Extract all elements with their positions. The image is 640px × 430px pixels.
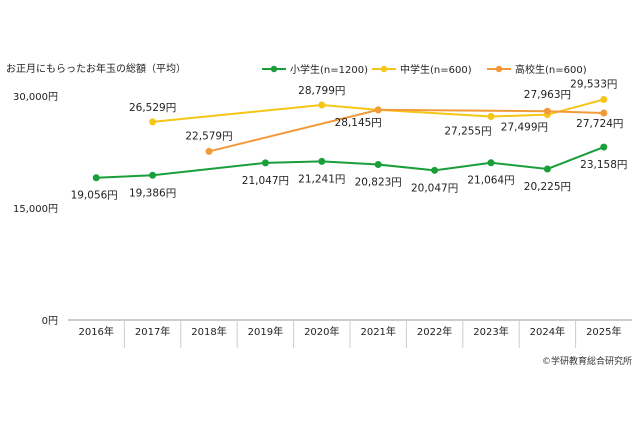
legend-swatch-marker: [495, 65, 503, 73]
data-point: [431, 166, 439, 174]
x-tick-label: 2018年: [191, 325, 226, 338]
data-labels: 19,056円 19,386円 21,047円 21,241円 20,823円 20,04…: [71, 78, 628, 201]
legend-swatch-marker: [270, 65, 278, 73]
data-label: 19,386円: [129, 187, 176, 199]
data-label: 26,529円: [129, 102, 176, 114]
y-tick-label: 0円: [42, 316, 58, 327]
y-tick-label: 30,000円: [13, 92, 58, 103]
series-layer: [92, 95, 608, 182]
data-point: [318, 157, 326, 165]
y-tick-label: 15,000円: [13, 204, 58, 215]
credit-text: ©学研教育総合研究所: [542, 355, 632, 367]
data-point: [261, 159, 269, 167]
x-tick-label: 2022年: [417, 325, 452, 338]
data-label: 19,056円: [71, 190, 118, 202]
data-label: 28,799円: [298, 85, 345, 97]
legend-swatch-marker: [380, 65, 388, 73]
data-label: 20,047円: [411, 182, 458, 194]
data-point: [149, 118, 157, 126]
data-point: [543, 107, 551, 115]
data-point: [600, 143, 608, 151]
data-label: 27,255円: [444, 125, 491, 137]
data-label: 20,823円: [355, 177, 402, 189]
data-label: 22,579円: [185, 130, 232, 142]
x-tick-label: 2021年: [360, 325, 395, 338]
data-point: [600, 95, 608, 103]
data-point: [600, 109, 608, 117]
chart-title: お正月にもらったお年玉の総額（平均）: [6, 62, 186, 75]
data-point: [374, 161, 382, 169]
legend-label: 小学生(n=1200): [290, 63, 368, 76]
x-tick-label: 2024年: [530, 325, 565, 338]
legend-label: 高校生(n=600): [515, 63, 587, 76]
x-tick-label: 2020年: [304, 325, 339, 338]
data-point: [149, 171, 157, 179]
x-tick-label: 2023年: [473, 325, 508, 338]
x-tick-label: 2025年: [586, 325, 621, 338]
data-label: 27,963円: [524, 89, 571, 101]
x-tick-label: 2017年: [135, 325, 170, 338]
x-tick-label: 2016年: [78, 325, 113, 338]
legend: 小学生(n=1200) 中学生(n=600) 高校生(n=600): [262, 63, 587, 76]
data-point: [487, 112, 495, 120]
data-label: 29,533円: [570, 78, 617, 90]
data-point: [205, 147, 213, 155]
series-line: [208, 108, 604, 153]
data-label: 27,724円: [576, 118, 623, 130]
data-point: [487, 159, 495, 167]
axes: 0円 15,000円 30,000円 2016年 2017年 2018年 2019年 2020…: [13, 92, 632, 348]
data-label: 21,047円: [242, 175, 289, 187]
data-point: [543, 165, 551, 173]
data-label: 20,225円: [524, 181, 571, 193]
x-tick-label: 2019年: [248, 325, 283, 338]
series-line: [96, 146, 605, 179]
data-label: 27,499円: [501, 122, 548, 134]
data-point: [318, 101, 326, 109]
data-point: [92, 174, 100, 182]
data-label: 28,145円: [335, 117, 382, 129]
data-label: 23,158円: [580, 159, 627, 171]
data-label: 21,241円: [298, 173, 345, 185]
legend-label: 中学生(n=600): [400, 63, 472, 76]
data-label: 21,064円: [467, 175, 514, 187]
data-point: [374, 106, 382, 114]
